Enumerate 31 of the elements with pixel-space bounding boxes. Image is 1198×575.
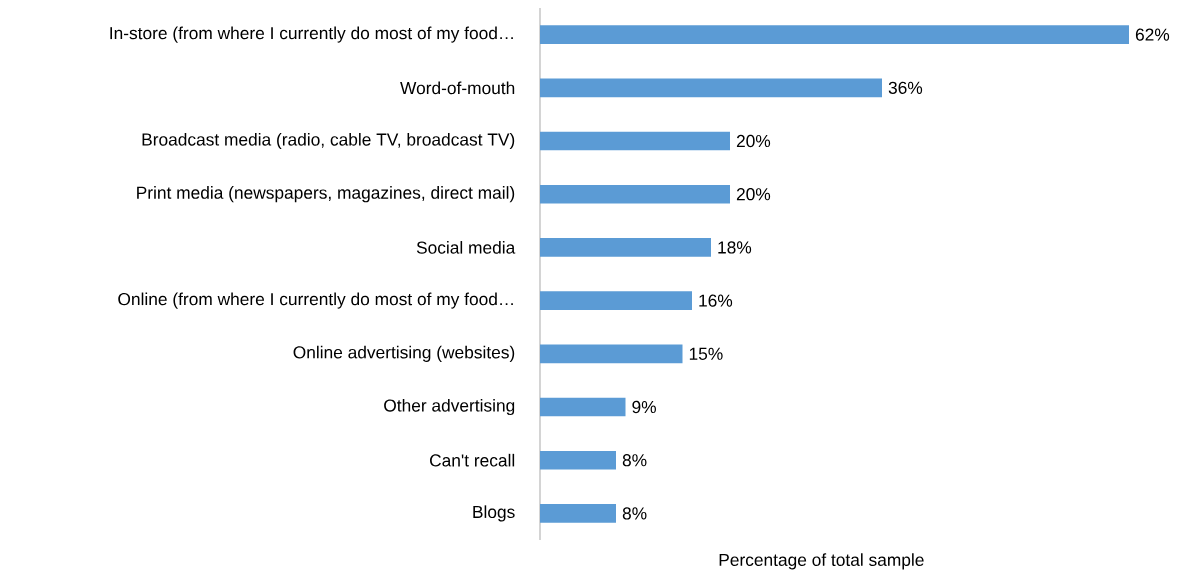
bar [540,344,683,364]
bar [540,504,616,523]
data-label: 9% [632,400,656,414]
data-label: 62% [1135,28,1170,41]
y-tick-label: Broadcast media (radio, cable TV, broadcast TV) [142,132,515,150]
y-tick-label: Online advertising (websites) [293,345,515,362]
x-axis-title: Percentage of total sample [719,553,924,570]
y-tick-label: Social media [416,241,516,254]
y-tick-label: Online (from where I currently do most of my food… [118,292,513,309]
y-tick-label: Blogs [473,505,515,522]
y-tick-label: In-store (from where I currently do most of my food… [110,26,513,43]
y-tick-label: Other advertising [384,398,515,416]
bar [540,184,731,204]
data-label: 8% [622,507,647,520]
bar [540,78,882,98]
data-label: 18% [718,241,752,254]
y-tick-label: Can't recall [430,453,515,467]
y-tick-label: Word-of-mouth [400,81,515,95]
bar [540,450,616,470]
data-label: 15% [689,347,723,360]
y-tick-label: Print media (newspapers, magazines, direct mail) [137,186,515,203]
data-label: 36% [888,81,923,94]
data-label: 20% [736,188,771,201]
data-label: 16% [699,294,733,307]
bar [540,397,626,417]
bar [540,131,731,151]
bar [540,238,711,257]
bar [540,25,1130,44]
data-label: 8% [622,454,647,467]
data-label: 20% [736,134,771,148]
bar [540,291,692,310]
